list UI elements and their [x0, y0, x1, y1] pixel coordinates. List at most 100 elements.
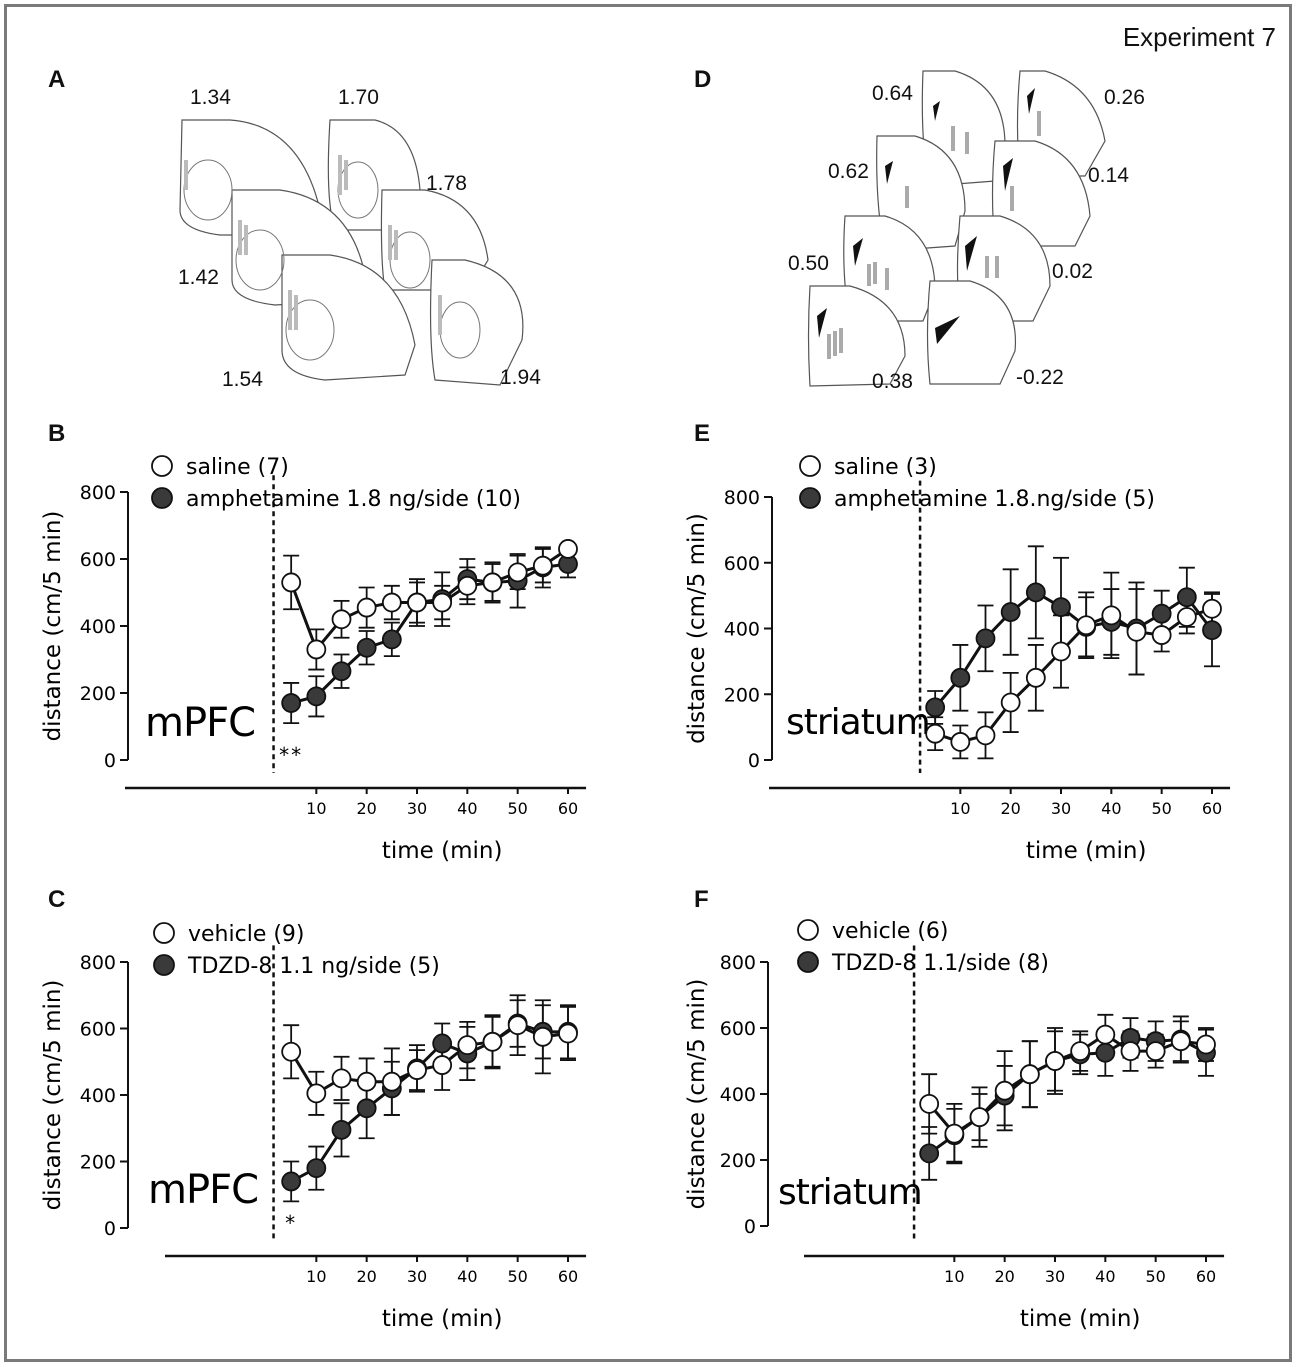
data-point	[1170, 1031, 1191, 1052]
ap-label: -0.22	[1016, 366, 1064, 389]
x-tick-label: 10	[306, 1267, 326, 1286]
data-point	[1120, 1041, 1141, 1062]
region-label: mPFC	[148, 1167, 258, 1213]
data-point	[1202, 620, 1222, 641]
data-point	[1051, 641, 1071, 662]
data-point	[1176, 587, 1197, 608]
data-point	[306, 639, 327, 660]
data-point	[281, 1171, 302, 1192]
data-point	[281, 1041, 302, 1062]
data-point	[331, 1120, 352, 1140]
data-point	[281, 572, 302, 593]
x-axis-label: time (min)	[382, 1306, 503, 1332]
y-tick-label: 200	[80, 1152, 116, 1174]
legend-marker	[151, 455, 173, 477]
data-point	[925, 723, 946, 744]
y-tick-label: 200	[720, 1150, 756, 1172]
chart-panel-f: 0 200 400 600 800 distance (cm/5 min) 10 20 30 40…	[684, 919, 1225, 1332]
y-tick-label: 200	[724, 684, 760, 706]
data-point	[1025, 667, 1046, 688]
ap-label: 1.34	[190, 86, 231, 109]
series-line	[934, 607, 1213, 744]
ap-label: 0.26	[1104, 86, 1145, 109]
x-tick-label: 60	[558, 799, 578, 818]
y-tick-label: 200	[80, 683, 116, 705]
legend-label: TDZD-8 1.1/side (8)	[831, 951, 1049, 976]
legend-label: saline (3)	[834, 455, 937, 480]
data-point	[331, 661, 352, 682]
data-point	[331, 1068, 352, 1089]
data-point	[381, 1071, 402, 1092]
chart-panel-c: 0 200 400 600 800 distance (cm/5 min) 10 20 30 40…	[40, 922, 587, 1332]
series-line	[289, 1023, 569, 1096]
x-tick-label: 10	[306, 799, 326, 818]
data-point	[1070, 1041, 1091, 1062]
data-point	[482, 572, 503, 593]
legend-marker	[799, 487, 821, 509]
data-point	[306, 1158, 327, 1179]
data-point	[457, 575, 478, 596]
y-axis-label: distance (cm/5 min)	[40, 980, 66, 1211]
brain-section-icon	[926, 280, 1017, 385]
ap-label: 1.94	[500, 366, 541, 389]
x-tick-label: 30	[407, 1267, 427, 1286]
data-point	[1202, 598, 1222, 619]
experiment-label: Experiment 7	[1122, 22, 1276, 52]
data-point	[1145, 1041, 1166, 1062]
brain-section-icon	[429, 259, 524, 386]
data-point	[975, 628, 996, 649]
x-axis-label: time (min)	[1026, 838, 1147, 864]
data-point	[944, 1123, 965, 1144]
figure-frame	[4, 4, 1292, 1362]
ap-label: 1.78	[426, 172, 467, 195]
data-point	[1095, 1024, 1116, 1045]
x-tick-label: 30	[407, 799, 427, 818]
series-line	[289, 547, 569, 653]
data-point	[356, 1071, 377, 1092]
ap-label: 1.42	[178, 266, 219, 289]
panel-letter-d: D	[694, 66, 712, 93]
data-point	[1126, 621, 1147, 642]
y-tick-label: 0	[104, 750, 116, 772]
region-label: mPFC	[145, 700, 255, 746]
x-tick-label: 60	[558, 1267, 578, 1286]
legend-marker	[799, 455, 821, 477]
data-point	[306, 686, 327, 707]
x-tick-label: 30	[1045, 1267, 1065, 1286]
legend-marker	[797, 951, 819, 973]
x-tick-label: 60	[1196, 1267, 1216, 1286]
legend-marker	[153, 922, 175, 944]
panel-letter-a: A	[48, 66, 66, 93]
data-point	[950, 732, 971, 752]
data-point	[1196, 1034, 1216, 1055]
data-point	[1000, 602, 1021, 622]
data-point	[432, 592, 453, 613]
x-tick-label: 50	[1145, 1267, 1165, 1286]
brain-section-icon	[991, 140, 1091, 247]
chart-panel-e: 0 200 400 600 800 distance (cm/5 min) 10 20 30 40…	[684, 455, 1231, 864]
x-tick-label: 20	[356, 1267, 376, 1286]
ap-label: 1.70	[338, 86, 379, 109]
y-tick-label: 800	[80, 482, 116, 504]
y-tick-label: 800	[724, 487, 760, 509]
x-tick-label: 10	[944, 1267, 964, 1286]
panel-a-brain-sections	[179, 119, 524, 386]
data-point	[558, 1023, 578, 1044]
x-axis-label: time (min)	[1020, 1306, 1141, 1332]
y-tick-label: 800	[720, 952, 756, 974]
x-tick-label: 10	[950, 799, 970, 818]
data-point	[1095, 1042, 1116, 1063]
x-tick-label: 20	[356, 799, 376, 818]
series-line	[290, 1021, 568, 1183]
y-axis-label: distance (cm/5 min)	[684, 979, 710, 1210]
data-point	[925, 697, 946, 718]
data-point	[507, 562, 528, 583]
data-point	[507, 1015, 528, 1036]
legend-label: amphetamine 1.8.ng/side (5)	[834, 487, 1155, 512]
x-tick-label: 40	[1101, 799, 1121, 818]
ap-label: 0.14	[1088, 164, 1129, 187]
x-tick-label: 20	[1000, 799, 1020, 818]
data-point	[482, 1031, 503, 1052]
data-point	[1076, 615, 1097, 636]
data-point	[1176, 607, 1197, 627]
